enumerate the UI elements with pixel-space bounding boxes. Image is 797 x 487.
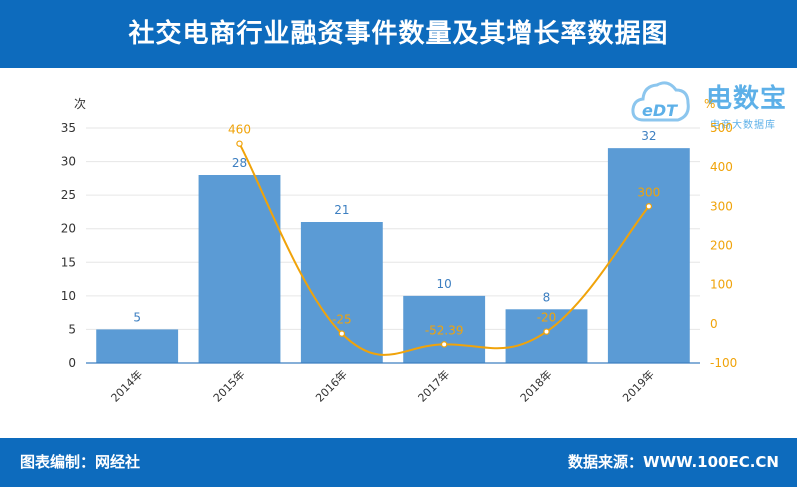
bar-value-label: 5 — [133, 310, 141, 324]
bar-value-label: 28 — [232, 156, 247, 170]
growth-point — [543, 328, 550, 335]
bar — [96, 329, 179, 363]
growth-value-label: -52.39 — [425, 323, 464, 337]
bar-series: 5 28 21 10 8 32 — [96, 129, 690, 363]
growth-point — [236, 140, 243, 147]
page-title: 社交电商行业融资事件数量及其增长率数据图 — [128, 19, 669, 49]
header-bar: 社交电商行业融资事件数量及其增长率数据图 — [0, 0, 797, 68]
bar-value-label: 10 — [437, 277, 452, 291]
bar — [403, 295, 486, 363]
cloud-text: eDT — [642, 101, 678, 120]
bar — [198, 175, 281, 363]
footer-bar: 图表编制：网经社 数据来源：WWW.100EC.CN — [0, 438, 797, 487]
y-right-tick-label: 100 — [710, 278, 733, 292]
watermark-name: 电数宝 — [706, 84, 788, 114]
x-tick-label: 2014年 — [108, 367, 145, 404]
x-tick-label: 2016年 — [312, 367, 349, 404]
y-right-tick-label: 0 — [710, 317, 718, 331]
bar — [300, 222, 383, 363]
y-left-tick-label: 20 — [61, 222, 76, 236]
y-left-tick-label: 10 — [61, 289, 76, 303]
bar — [505, 309, 588, 363]
y-left-tick-label: 5 — [68, 322, 76, 336]
y-left-unit-label: 次 — [74, 97, 86, 111]
y-right-tick-label: 400 — [710, 160, 733, 174]
cloud-icon: eDT — [631, 81, 690, 122]
footer-credit: 图表编制：网经社 — [20, 453, 141, 471]
growth-point — [440, 341, 448, 348]
growth-value-label: -25 — [332, 313, 352, 327]
y-left-tick-label: 25 — [61, 188, 76, 202]
y-left-tick-label: 35 — [61, 121, 76, 135]
growth-value-label: 460 — [228, 123, 251, 137]
y-left-tick-label: 15 — [61, 255, 76, 269]
watermark-sub: 电商大数据库 — [710, 120, 776, 131]
footer-source: 数据来源：WWW.100EC.CN — [568, 453, 779, 471]
growth-value-label: 300 — [637, 185, 660, 199]
bar-value-label: 8 — [543, 290, 551, 304]
growth-line — [238, 143, 650, 356]
y-right-tick-label: 500 — [710, 121, 733, 135]
x-tick-label: 2017年 — [415, 367, 452, 404]
y-left-tick-label: 30 — [61, 155, 76, 169]
bar-value-label: 21 — [334, 203, 349, 217]
bar — [607, 148, 690, 363]
x-tick-label: 2018年 — [517, 367, 554, 404]
x-tick-label: 2015年 — [210, 367, 247, 404]
growth-line-series: 460 -25 -52.39 -20 300 — [228, 123, 660, 356]
y-left-tick-label: 0 — [68, 356, 76, 370]
y-right-unit-label: % — [704, 97, 715, 111]
growth-value-label: -20 — [537, 311, 557, 325]
y-right-tick-label: 300 — [710, 199, 733, 213]
growth-point — [645, 203, 653, 210]
y-right-tick-label: 200 — [710, 239, 733, 253]
bar-value-label: 32 — [641, 129, 656, 143]
x-tick-label: 2019年 — [619, 367, 656, 404]
grid-lines — [86, 127, 700, 330]
watermark-logo: eDT 电数宝 电商大数据库 — [628, 76, 793, 132]
growth-point — [338, 330, 346, 337]
y-right-tick-label: -100 — [710, 356, 737, 370]
